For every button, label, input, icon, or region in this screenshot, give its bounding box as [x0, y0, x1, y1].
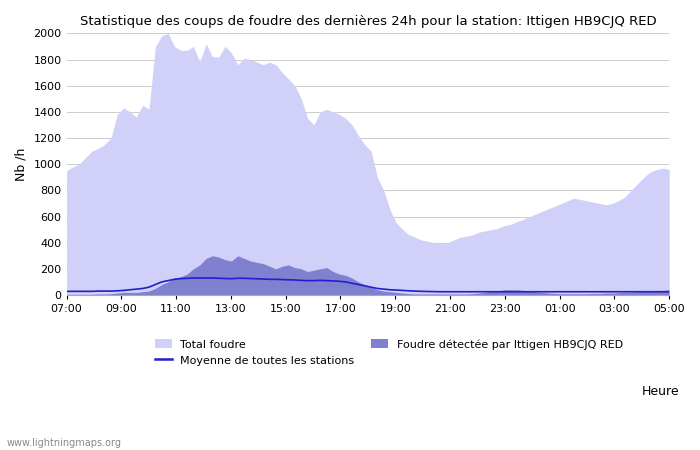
Text: Heure: Heure: [641, 385, 679, 398]
Text: www.lightningmaps.org: www.lightningmaps.org: [7, 438, 122, 448]
Y-axis label: Nb /h: Nb /h: [15, 148, 28, 181]
Title: Statistique des coups de foudre des dernières 24h pour la station: Ittigen HB9CJ: Statistique des coups de foudre des dern…: [80, 15, 656, 28]
Legend: Total foudre, Moyenne de toutes les stations, Foudre détectée par Ittigen HB9CJQ: Total foudre, Moyenne de toutes les stat…: [150, 335, 627, 370]
